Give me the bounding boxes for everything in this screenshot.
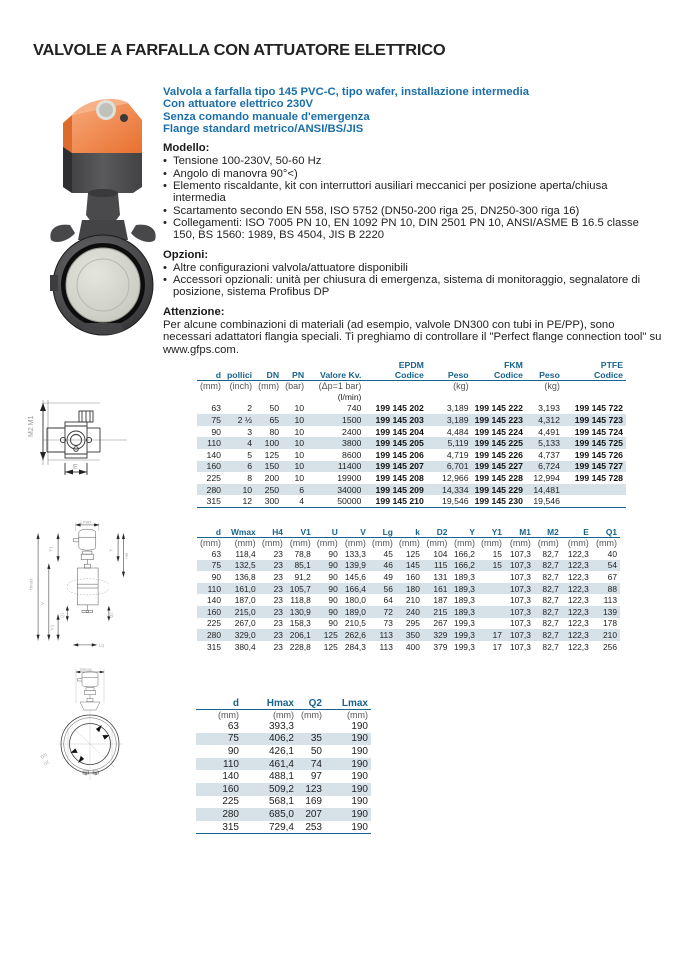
svg-text:V: V (40, 601, 45, 605)
svg-text:Lq: Lq (99, 642, 105, 647)
svg-text:DZ: DZ (43, 759, 51, 767)
svg-text:Q2: Q2 (109, 612, 114, 618)
svg-text:M2 M1: M2 M1 (28, 416, 35, 438)
svg-text:Lmax: Lmax (80, 519, 92, 524)
svg-text:Y1: Y1 (49, 546, 54, 552)
svg-text:V1: V1 (49, 624, 54, 630)
svg-text:H4: H4 (124, 552, 129, 558)
svg-text:Y: Y (109, 549, 114, 552)
svg-text:DN: DN (40, 752, 48, 760)
svg-text:Q1: Q1 (59, 612, 64, 618)
svg-text:E: E (73, 464, 78, 471)
svg-text:Hmax: Hmax (29, 578, 34, 591)
